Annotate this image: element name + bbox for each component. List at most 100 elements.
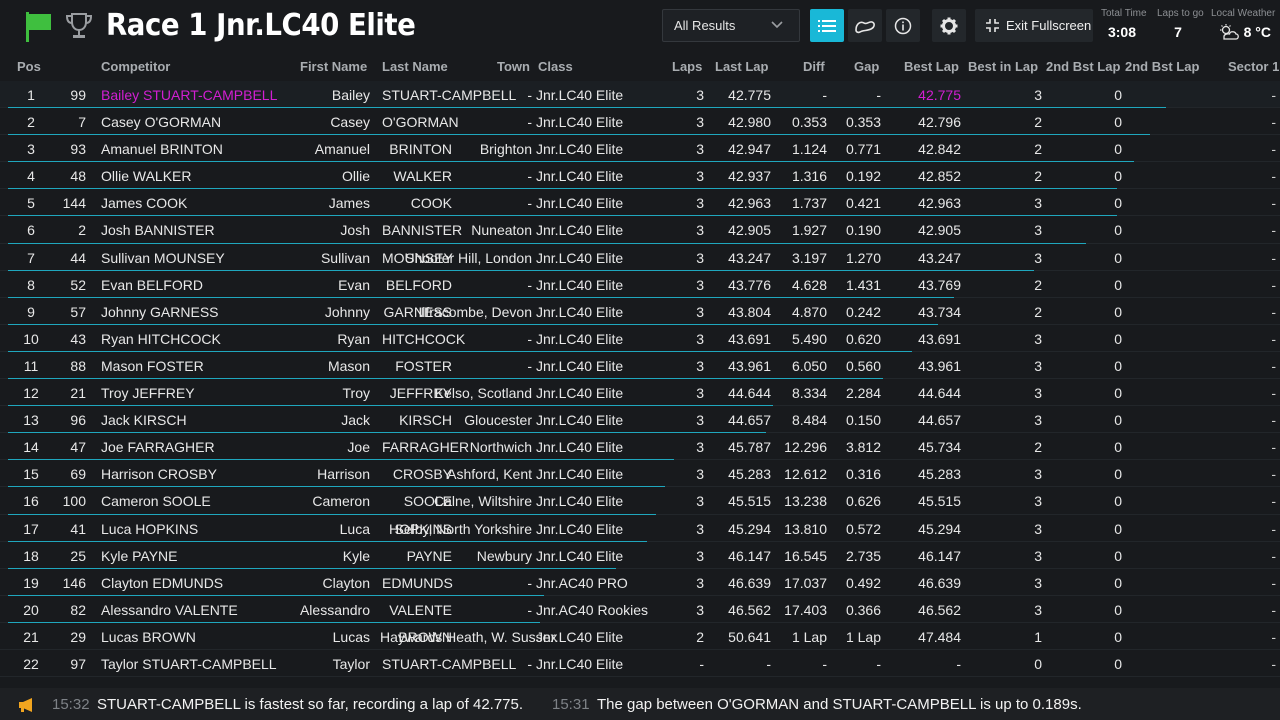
table-row[interactable]: 10 43 Ryan HITCHCOCK Ryan HITCHCOCK - Jnr.LC40… (0, 324, 1280, 352)
table-row[interactable]: 11 88 Mason FOSTER Mason FOSTER - Jnr.LC40 Eli… (0, 351, 1280, 380)
row-town: - (527, 195, 532, 212)
col-first-name[interactable]: First Name (300, 59, 368, 74)
gap-progress-bar (8, 621, 540, 623)
table-row[interactable]: 14 47 Joe FARRAGHER Joe FARRAGHER Northwich Jn… (0, 433, 1280, 461)
table-row[interactable]: 22 97 Taylor STUART-CAMPBELL Taylor STUART-C… (0, 649, 1280, 678)
table-row[interactable]: 4 48 Ollie WALKER Ollie WALKER - Jnr.LC40 Elit… (0, 162, 1280, 190)
row-sector-1: - (1271, 574, 1276, 591)
col-diff[interactable]: Diff (803, 59, 825, 74)
row-competitor[interactable]: Cameron SOOLE (101, 493, 211, 510)
table-row[interactable]: 3 93 Amanuel BRINTON Amanuel BRINTON Brighton… (0, 135, 1280, 163)
row-competitor[interactable]: Johnny GARNESS (101, 303, 219, 320)
row-last-name: WALKER (393, 168, 452, 185)
gap-progress-bar (8, 296, 954, 298)
row-sector-1: - (1271, 357, 1276, 374)
col-pos[interactable]: Pos (17, 59, 41, 74)
row-competitor[interactable]: Jack KIRSCH (101, 412, 187, 429)
info-button[interactable] (886, 9, 920, 42)
ticker-message-1: STUART-CAMPBELL is fastest so far, recor… (97, 696, 524, 713)
row-best-lap: 47.484 (918, 628, 961, 645)
row-pos: 7 (27, 249, 35, 266)
col-last-name[interactable]: Last Name (382, 59, 448, 74)
row-last-name: O'GORMAN (382, 114, 459, 131)
row-class: Jnr.LC40 Elite (536, 276, 624, 293)
row-competitor[interactable]: Amanuel BRINTON (101, 141, 223, 158)
row-diff: 8.334 (791, 385, 827, 402)
col-gap[interactable]: Gap (854, 59, 880, 74)
col-competitor[interactable]: Competitor (101, 59, 171, 74)
row-competitor[interactable]: Harrison CROSBY (101, 466, 217, 483)
row-sector-1: - (1271, 628, 1276, 645)
row-competitor[interactable]: Troy JEFFREY (101, 385, 195, 402)
table-row[interactable]: 13 96 Jack KIRSCH Jack KIRSCH Gloucester Jnr.L… (0, 406, 1280, 434)
table-row[interactable]: 18 25 Kyle PAYNE Kyle PAYNE Newbury Jnr.LC40 E… (0, 541, 1280, 569)
row-gap: - (876, 655, 881, 672)
exit-fullscreen-button[interactable]: Exit Fullscreen (975, 9, 1093, 42)
row-competitor[interactable]: Sullivan MOUNSEY (101, 249, 225, 266)
row-competitor[interactable]: Evan BELFORD (101, 276, 203, 293)
results-filter-select[interactable]: All Results (662, 9, 800, 42)
table-row[interactable]: 9 57 Johnny GARNESS Johnny GARNESS Ilfracombe… (0, 297, 1280, 325)
row-competitor[interactable]: Luca HOPKINS (101, 520, 199, 537)
megaphone-icon (19, 698, 32, 712)
col-sector-1[interactable]: Sector 1 (1228, 59, 1280, 74)
row-competitor[interactable]: Mason FOSTER (101, 357, 204, 374)
table-row[interactable]: 19 146 Clayton EDMUNDS Clayton EDMUNDS - Jnr.A… (0, 568, 1280, 596)
row-pos: 4 (27, 168, 35, 185)
track-icon (855, 20, 875, 33)
row-diff: 0.353 (791, 114, 827, 131)
row-competitor[interactable]: Alessandro VALENTE (101, 601, 238, 618)
row-best-in-lap: 2 (1034, 141, 1042, 158)
table-row[interactable]: 16 100 Cameron SOOLE Cameron SOOLE Calne, Wil… (0, 487, 1280, 515)
row-class: Jnr.LC40 Elite (536, 466, 624, 483)
table-row[interactable]: 5 144 James COOK James COOK - Jnr.LC40 Elite 3 4… (0, 189, 1280, 217)
col-best-in-lap[interactable]: Best in Lap (968, 59, 1039, 74)
table-row[interactable]: 12 21 Troy JEFFREY Troy JEFFREY Kelso, Scotla… (0, 379, 1280, 407)
table-row[interactable]: 6 2 Josh BANNISTER Josh BANNISTER Nuneaton Jnr… (0, 216, 1280, 244)
list-view-button[interactable] (810, 9, 844, 42)
row-class: Jnr.LC40 Elite (536, 195, 624, 212)
row-competitor[interactable]: Ryan HITCHCOCK (101, 330, 221, 347)
table-row[interactable]: 1 99 Bailey STUART-CAMPBELL Bailey STUART-CA… (0, 81, 1280, 109)
row-class: Jnr.LC40 Elite (536, 628, 624, 645)
row-competitor[interactable]: Ollie WALKER (101, 168, 192, 185)
table-row[interactable]: 2 7 Casey O'GORMAN Casey O'GORMAN - Jnr.LC40 E… (0, 108, 1280, 136)
row-competitor[interactable]: Taylor STUART-CAMPBELL (101, 655, 277, 672)
row-number: 52 (70, 276, 86, 293)
table-row[interactable]: 17 41 Luca HOPKINS Luca HOPKINS Selby, North … (0, 514, 1280, 542)
row-diff: 8.484 (791, 412, 827, 429)
row-competitor[interactable]: Josh BANNISTER (101, 222, 215, 239)
table-row[interactable]: 15 69 Harrison CROSBY Harrison CROSBY Ashford… (0, 460, 1280, 488)
row-first-name: Ollie (341, 168, 370, 185)
trophy-icon[interactable] (64, 12, 94, 40)
settings-button[interactable] (932, 9, 966, 42)
row-2nd-best-lap: 0 (1114, 601, 1122, 618)
row-competitor[interactable]: Clayton EDMUNDS (101, 574, 224, 591)
row-last-lap: 43.961 (728, 357, 771, 374)
col-2nd-best-lap[interactable]: 2nd Bst Lap (1046, 59, 1121, 74)
table-row[interactable]: 20 82 Alessandro VALENTE Alessandro VALENTE -… (0, 595, 1280, 623)
row-competitor[interactable]: Joe FARRAGHER (101, 439, 215, 456)
row-competitor[interactable]: Casey O'GORMAN (101, 114, 222, 131)
row-competitor[interactable]: James COOK (101, 195, 188, 212)
table-row[interactable]: 8 52 Evan BELFORD Evan BELFORD - Jnr.LC40 Elit… (0, 270, 1280, 298)
table-row[interactable]: 21 29 Lucas BROWN Lucas BROWN Haywards Heath,… (0, 622, 1280, 650)
row-diff: - (822, 655, 827, 672)
row-town: Gloucester (464, 412, 532, 429)
table-row[interactable]: 7 44 Sullivan MOUNSEY Sullivan MOUNSEY Shoote… (0, 243, 1280, 271)
row-competitor[interactable]: Kyle PAYNE (101, 547, 178, 564)
row-last-name: HOPKINS (388, 520, 452, 537)
row-competitor[interactable]: Bailey STUART-CAMPBELL (101, 87, 278, 103)
col-last-lap[interactable]: Last Lap (715, 59, 769, 74)
row-number: 7 (78, 114, 86, 131)
col-2nd-best-in-lap[interactable]: 2nd Bst Lap (1125, 59, 1200, 74)
row-competitor[interactable]: Lucas BROWN (101, 628, 196, 645)
col-best-lap[interactable]: Best Lap (904, 59, 959, 74)
track-map-button[interactable] (848, 9, 882, 42)
col-class[interactable]: Class (538, 59, 573, 74)
row-number: 41 (70, 520, 86, 537)
row-class: Jnr.LC40 Elite (536, 168, 624, 185)
col-town[interactable]: Town (497, 59, 530, 74)
gap-progress-bar (8, 215, 1117, 217)
col-laps[interactable]: Laps (672, 59, 703, 74)
